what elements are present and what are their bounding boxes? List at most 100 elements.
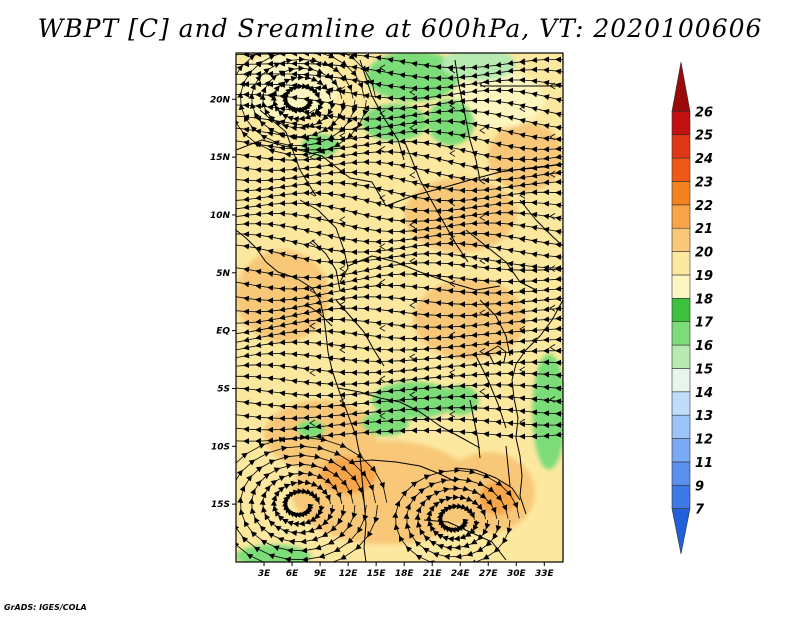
colorbar-label: 14	[695, 386, 713, 401]
lat-tick-label: 5S	[217, 384, 230, 394]
streamline-arrow	[339, 301, 346, 308]
lon-tick-label: 9E	[314, 569, 327, 579]
streamline-arrow	[379, 146, 386, 153]
field-east-coast-moist	[532, 353, 563, 470]
streamline-arrow	[409, 124, 416, 132]
colorbar-segment	[671, 344, 691, 369]
streamline-arrow	[309, 153, 316, 161]
lon-tick-label: 21E	[423, 569, 443, 579]
streamline-arrow	[519, 366, 526, 374]
streamline-arrow	[379, 64, 386, 72]
streamline-arrow	[479, 348, 486, 355]
streamline-arrow	[309, 239, 316, 247]
lat-tick-label: EQ	[216, 327, 230, 337]
lon-tick-label: 18E	[395, 569, 415, 579]
streamline-arrow	[519, 287, 526, 295]
streamline-arrow	[549, 82, 556, 90]
streamline-arrow	[479, 309, 486, 317]
colorbar-label: 23	[695, 175, 713, 190]
colorbar-label: 15	[695, 362, 713, 377]
streamline-arrow	[309, 369, 316, 377]
lon-tick-label: 30E	[507, 569, 527, 579]
field-congo-warm	[413, 278, 526, 360]
lon-tick-label: 6E	[286, 569, 299, 579]
streamline-arrow	[449, 410, 456, 418]
streamline-arrow	[309, 189, 316, 197]
streamline	[392, 467, 520, 562]
streamline-arrow	[449, 280, 456, 287]
streamline-arrow	[339, 346, 346, 354]
streamline-arrow	[409, 301, 416, 309]
streamline-arrow	[309, 57, 316, 65]
lon-tick-label: 12E	[339, 569, 359, 579]
colorbar: 7 9 11 12 13 14 15 16 17 18 19 20 21 22 23 24 25 26	[671, 61, 714, 555]
colorbar-label: 26	[695, 105, 713, 120]
colorbar-segment	[671, 484, 691, 509]
colorbar-segment	[671, 438, 691, 463]
streamline-arrow	[449, 150, 456, 157]
streamline-arrow	[379, 324, 386, 332]
field-kivu-moist	[441, 385, 479, 416]
streamline-arrow	[449, 66, 456, 74]
streamline-arrow	[479, 257, 486, 265]
streamlines	[236, 53, 563, 562]
colorbar-label: 13	[695, 409, 713, 424]
streamline-arrow	[519, 155, 526, 163]
colorbar-label: 18	[695, 292, 713, 307]
streamline-arrow	[479, 80, 486, 88]
streamline	[236, 434, 388, 562]
streamline-arrow	[549, 396, 556, 403]
colorbar-segment	[671, 414, 691, 439]
streamline-arrow	[549, 304, 556, 312]
lat-tick-label: 10N	[210, 211, 231, 221]
streamline-arrow	[519, 235, 526, 243]
colorbar-label: 11	[695, 456, 713, 471]
axis-ticks: 20N 15N 10N 5N EQ 5S 10S 15S 3E 6E 9E 12E 15E 18E 21E 2…	[210, 95, 555, 579]
field-sahel-warm-core	[404, 177, 517, 252]
colorbar-segment	[671, 61, 691, 112]
streamline-arrow	[309, 286, 316, 294]
lon-tick-label: 3E	[258, 569, 271, 579]
lat-tick-label: 15S	[211, 500, 230, 510]
colorbar-label: 24	[695, 152, 713, 167]
colorbar-label: 17	[695, 316, 714, 331]
streamline-arrow	[339, 265, 346, 273]
streamline-arrow	[379, 243, 386, 250]
colorbar-label: 21	[695, 222, 713, 237]
streamline-arrow	[479, 177, 486, 185]
streamline-arrow	[379, 194, 386, 202]
colorbar-segment	[671, 274, 691, 299]
map-frame	[235, 52, 564, 563]
map-title: WBPT [C] and Sreamline at 600hPa, VT: 20…	[37, 14, 763, 43]
colorbar-segment	[671, 461, 691, 486]
map-plot-area	[236, 53, 563, 562]
streamline-arrow	[339, 397, 346, 405]
colorbar-label: 25	[695, 129, 713, 144]
streamline	[236, 370, 563, 388]
colorbar-segment	[671, 227, 691, 252]
streamline-arrow	[409, 257, 416, 265]
colorbar-label: 22	[695, 199, 713, 214]
streamline-arrow	[549, 265, 556, 272]
streamline-arrow	[309, 109, 316, 116]
field-east-warm	[488, 122, 563, 192]
colorbar-segment	[671, 181, 691, 206]
colorbar-label: 9	[695, 479, 704, 494]
streamline	[236, 315, 563, 335]
streamline-arrow	[379, 412, 386, 420]
streamline-arrow	[549, 213, 556, 220]
colorbar-label: 12	[695, 433, 713, 448]
lon-tick-label: 15E	[367, 569, 387, 579]
colorbar-label: 16	[695, 339, 713, 354]
streamline-arrow	[409, 171, 416, 179]
streamline-arrow	[309, 322, 316, 330]
lat-tick-label: 5N	[216, 269, 230, 279]
streamline-arrow	[519, 58, 526, 66]
streamline-arrow	[549, 133, 556, 141]
streamline	[236, 53, 376, 158]
streamline-arrow	[339, 216, 346, 224]
streamline-arrow	[519, 325, 526, 333]
streamline-arrow	[409, 353, 416, 361]
streamline-arrow	[309, 419, 316, 427]
colorbar-segment	[671, 391, 691, 416]
